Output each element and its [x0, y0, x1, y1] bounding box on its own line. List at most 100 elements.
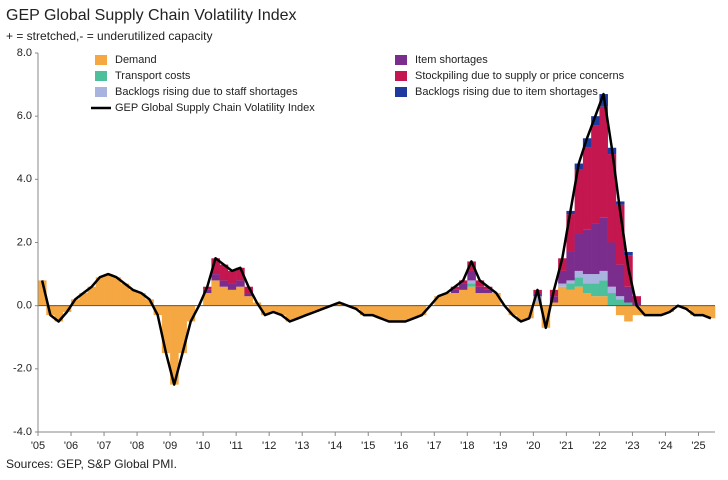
x-tick-label: '11 [229, 440, 243, 452]
bar-segment [706, 305, 716, 319]
x-tick-label: '24 [658, 440, 672, 452]
bar-segment [467, 261, 476, 271]
bar-segment [161, 305, 171, 354]
bar-segment [582, 229, 592, 275]
bar-segment [566, 214, 575, 252]
bar-segment [582, 147, 592, 230]
bar-segment [219, 280, 229, 287]
bar-segment [219, 264, 229, 281]
bar-segment [186, 305, 196, 322]
bar-segment [599, 106, 608, 218]
x-tick-label: '18 [460, 440, 474, 452]
bar-segment [615, 296, 625, 300]
index-line [40, 92, 712, 386]
bar-segment [508, 305, 518, 316]
y-tick-label: 2.0 [17, 236, 32, 248]
bar-segment [211, 258, 220, 275]
bar-segment [62, 305, 72, 312]
bar-segment [244, 286, 253, 294]
bar-segment [475, 286, 485, 294]
bar-segment [533, 296, 542, 303]
bar-segment [285, 305, 295, 322]
legend-swatch [395, 55, 407, 65]
bar-segment [624, 305, 633, 322]
bar-segment [450, 289, 460, 294]
x-tick-label: '13 [295, 440, 309, 452]
x-tick-label: '15 [361, 440, 375, 452]
bar-segment [71, 299, 80, 306]
bar-segment [269, 305, 278, 312]
bar-segment [236, 267, 245, 281]
bar-segment [467, 286, 476, 306]
bar-segment [459, 280, 468, 284]
x-tick-label: '25 [691, 440, 705, 452]
bar-segment [591, 283, 600, 297]
bar-segment [227, 283, 237, 290]
bar-segment [607, 154, 617, 243]
bar-segment [450, 286, 460, 290]
x-tick-label: '16 [394, 440, 408, 452]
bar-segment [95, 277, 105, 306]
bar-segment [525, 305, 534, 319]
bar-segment [178, 305, 187, 354]
x-tick-label: '22 [592, 440, 606, 452]
bar-segment [558, 258, 567, 271]
bar-segment [236, 280, 245, 287]
bar-segment [558, 270, 567, 284]
bar-segment [244, 296, 253, 306]
bar-segment [302, 305, 311, 316]
bar-segment [599, 280, 608, 297]
bar-segment [599, 217, 608, 271]
bar-segment [128, 289, 138, 306]
y-tick-label: -4.0 [13, 426, 32, 438]
bar-segment [38, 280, 47, 306]
x-tick-label: '10 [196, 440, 210, 452]
bar-segment [632, 296, 641, 303]
bar-segment [87, 286, 97, 306]
legend-label: Backlogs rising due to staff shortages [115, 86, 298, 98]
bar-segment [591, 116, 600, 126]
bar-segment [368, 305, 377, 316]
bar-segment [607, 286, 617, 294]
bar-segment [599, 270, 608, 281]
bar-segment [376, 305, 386, 319]
bar-segment [533, 302, 542, 306]
bar-segment [574, 169, 584, 234]
bar-segment [393, 305, 402, 322]
chart-title: GEP Global Supply Chain Volatility Index [6, 7, 297, 24]
bar-segment [690, 305, 699, 316]
bar-segment [582, 283, 592, 294]
bar-segment [434, 296, 443, 306]
bar-segment [467, 280, 476, 284]
bar-segment [681, 305, 691, 309]
bar-segment [582, 138, 592, 148]
bar-segment [244, 293, 253, 297]
bar-segment [203, 293, 212, 306]
bar-segment [310, 305, 320, 312]
x-tick-label: '17 [427, 440, 441, 452]
bar-segment [459, 289, 468, 306]
y-tick-label: 6.0 [17, 110, 32, 122]
y-tick-label: 4.0 [17, 173, 32, 185]
bar-segment [442, 293, 452, 306]
bar-segment [549, 296, 559, 303]
bar-segment [475, 280, 485, 287]
legend-swatch [95, 87, 107, 97]
bar-segment [401, 305, 410, 322]
bar-segment [607, 242, 617, 287]
bar-segment [459, 283, 468, 290]
bar-segment [351, 305, 361, 309]
bar-segment [574, 270, 584, 278]
bar-segment [574, 286, 584, 306]
x-tick-label: '06 [64, 440, 78, 452]
bar-segment [574, 233, 584, 271]
bar-segment [566, 283, 575, 290]
bar-segment [648, 305, 658, 316]
x-tick-label: '19 [493, 440, 507, 452]
bar-segment [417, 305, 427, 316]
y-tick-label: 0.0 [17, 300, 32, 312]
bar-segment [665, 305, 675, 312]
legend-label: Demand [115, 54, 157, 66]
x-tick-label: '05 [31, 440, 45, 452]
